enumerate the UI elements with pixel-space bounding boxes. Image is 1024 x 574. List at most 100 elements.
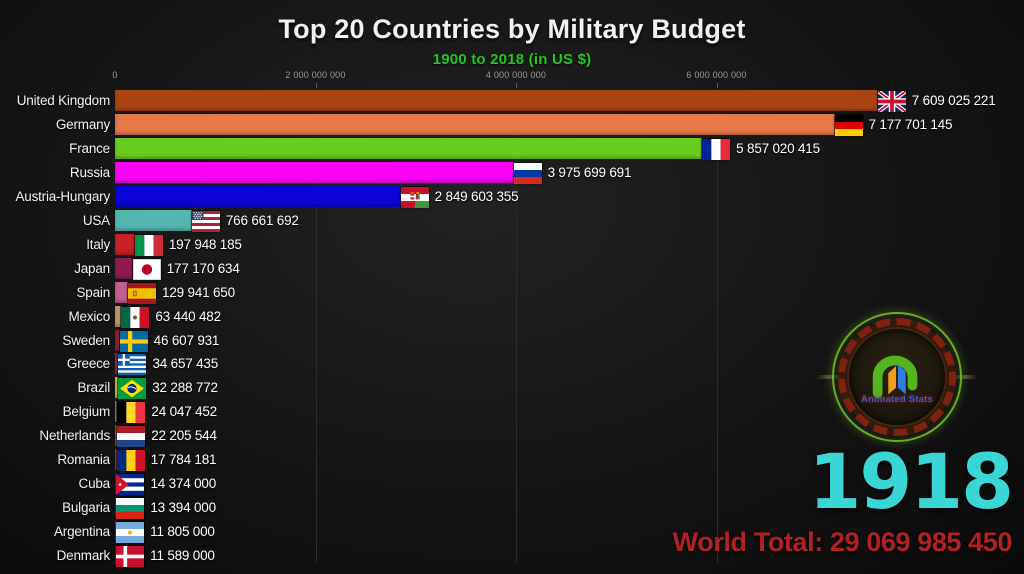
italy-flag-icon: [134, 234, 163, 256]
bar: [115, 449, 117, 471]
country-label: Germany: [55, 116, 110, 132]
bar-row: Italy 197 948 185: [0, 233, 1024, 257]
bar: [115, 377, 119, 399]
bar-value: 46 607 931: [153, 332, 220, 348]
bar: [115, 473, 117, 495]
japan-flag-icon: [132, 258, 161, 280]
bar-row: Bulgaria 13 394 000: [0, 496, 1024, 520]
bar-value: 129 941 650: [162, 284, 235, 300]
bar-row: Belgium 24 047 452: [0, 400, 1024, 424]
france-flag-icon: [702, 138, 731, 160]
country-label: Greece: [66, 356, 110, 372]
brazil-flag-icon: [118, 378, 147, 400]
bar: [115, 209, 192, 231]
bar-value: 32 288 772: [152, 380, 218, 396]
bar-value: 197 948 185: [168, 236, 242, 252]
bar-value: 3 975 699 691: [547, 164, 632, 180]
bar: [115, 425, 118, 447]
x-axis: 0 2 000 000 000 4 000 000 000 6 000 000 000: [0, 70, 1024, 88]
bar-value: 22 205 544: [151, 428, 217, 444]
logo-badge: Animated Stats: [849, 329, 945, 425]
x-axis-tick-mark: [315, 83, 317, 88]
x-axis-tick-mark: [716, 83, 718, 88]
sweden-flag-icon: [119, 330, 148, 352]
bar: [115, 353, 119, 375]
bar-value: 7 177 701 145: [868, 116, 953, 132]
x-axis-tick-mark: [516, 83, 517, 88]
gridline: [315, 89, 317, 563]
folded-map-m-icon: [872, 355, 918, 398]
austria-hungary-flag-icon: [400, 186, 429, 208]
spain-flag-icon: [128, 282, 157, 304]
bar-row: Netherlands 22 205 544: [0, 424, 1024, 448]
bar: [115, 545, 117, 567]
germany-flag-icon: [834, 114, 863, 136]
x-axis-tick-label: 0: [112, 70, 118, 80]
bar-row: Austria-Hungary 2 849 603 355: [0, 185, 1024, 209]
bar-value: 5 857 020 415: [736, 140, 820, 156]
bar-value: 17 784 181: [150, 452, 217, 468]
country-label: Brazil: [77, 380, 110, 396]
country-label: Netherlands: [39, 428, 110, 444]
denmark-flag-icon: [116, 546, 145, 568]
country-label: Russia: [69, 164, 110, 180]
x-axis-tick-label: 2 000 000 000: [285, 70, 346, 80]
bar-row: Greece 34 657 435: [0, 352, 1024, 376]
bar-row: Russia 3 975 699 691: [0, 161, 1024, 185]
bar: [115, 90, 878, 111]
bar-row: France 5 857 020 415: [0, 137, 1024, 161]
country-label: Mexico: [68, 308, 110, 324]
bar-row: Cuba 14 374 000: [0, 472, 1024, 496]
russia-flag-icon: [513, 162, 542, 184]
country-label: Spain: [76, 284, 110, 300]
bar: [115, 401, 118, 423]
bar-value: 13 394 000: [150, 500, 216, 516]
bar-value: 766 661 692: [225, 212, 299, 228]
bar-value: 2 849 603 355: [434, 188, 519, 204]
bar-row: Spain 129 941 650: [0, 281, 1024, 305]
gridline: [716, 89, 718, 563]
bar-value: 24 047 452: [151, 404, 217, 420]
bar-row: USA 766 661 692: [0, 209, 1024, 233]
bar-row: Japan 177 170 634: [0, 257, 1024, 281]
bar-row: Denmark 11 589 000: [0, 544, 1024, 568]
country-label: Belgium: [62, 404, 111, 420]
country-label: Austria-Hungary: [15, 188, 110, 204]
bar: [115, 281, 129, 303]
bar-chart-plot: United Kingdom 7 609 025 221 Germany 7 177…: [0, 89, 1024, 569]
bar-row: Brazil 32 288 772: [0, 376, 1024, 400]
bar: [115, 185, 401, 207]
bar-value: 177 170 634: [166, 260, 240, 276]
bar-row: Romania 17 784 181: [0, 448, 1024, 472]
cuba-flag-icon: [116, 474, 145, 496]
logo-outer-ring-icon: [832, 312, 962, 442]
united-kingdom-flag-icon: [877, 91, 906, 112]
bar-value: 63 440 482: [155, 308, 221, 324]
country-label: Argentina: [54, 524, 110, 540]
bar: [115, 161, 514, 183]
chart-title: Top 20 Countries by Military Budget: [278, 14, 746, 44]
bar-row: Sweden 46 607 931: [0, 329, 1024, 353]
usa-flag-icon: [191, 210, 220, 232]
country-label: Italy: [86, 236, 110, 252]
logo-wing-right-icon: [952, 375, 978, 379]
bar: [115, 113, 835, 135]
year-counter: 1918: [808, 437, 1014, 526]
bar: [115, 497, 117, 519]
bar-value: 14 374 000: [150, 476, 217, 492]
country-label: Japan: [74, 260, 110, 276]
country-label: United Kingdom: [16, 93, 110, 108]
bar-row: Germany 7 177 701 145: [0, 113, 1024, 137]
bar: [115, 137, 703, 159]
netherlands-flag-icon: [117, 426, 146, 448]
country-label: France: [69, 140, 110, 156]
mexico-flag-icon: [121, 306, 150, 328]
chart-subtitle: 1900 to 2018 (in US $): [432, 51, 592, 68]
animated-stats-logo-icon: Animated Stats: [816, 312, 978, 442]
bar: [115, 329, 120, 351]
bar: [115, 305, 122, 327]
country-label: Cuba: [78, 476, 111, 492]
country-label: Romania: [57, 452, 110, 468]
argentina-flag-icon: [116, 522, 145, 544]
